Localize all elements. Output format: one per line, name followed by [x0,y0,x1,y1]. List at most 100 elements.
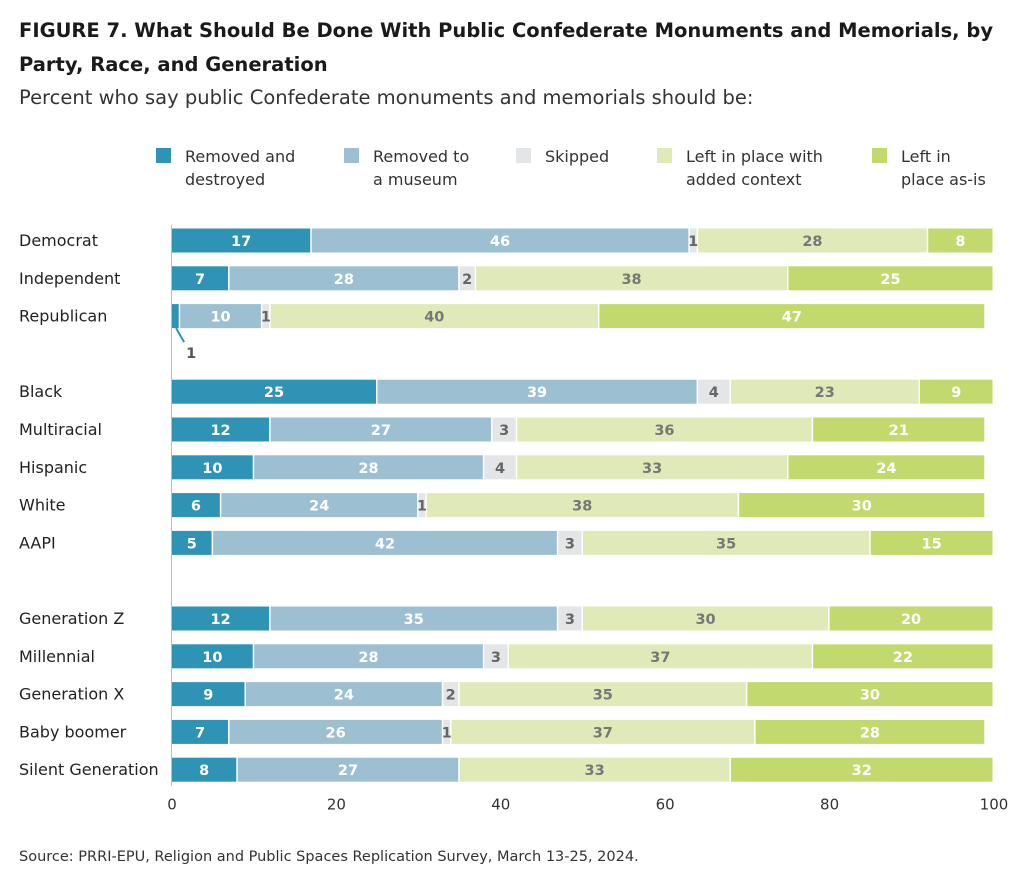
bar-value-label-3-0: 25 [264,385,284,401]
bar-segment-3-1 [377,379,697,404]
legend-swatch-1 [344,148,359,163]
legend-label-3-1: added context [686,170,802,189]
bar-value-label-2-2: 1 [261,310,271,326]
bar-segment-4-4 [813,417,985,442]
bar-segment-7-3 [583,530,870,555]
category-label-7: AAPI [19,533,56,552]
bar-value-label-12-0: 8 [199,763,209,779]
bar-segment-6-4 [739,493,985,518]
category-label-6: White [19,496,66,515]
bar-value-label-8-1: 35 [404,612,424,628]
bar-row-2: 10 1 40 47 1 [172,304,985,362]
bar-segment-10-0 [172,682,245,707]
bar-value-label-3-4: 9 [951,385,961,401]
bar-segment-5-2 [484,455,516,480]
category-labels: Democrat Independent Republican Black Multir… [19,231,159,779]
bar-value-label-9-2: 3 [491,650,501,666]
x-tick-label-4: 80 [820,796,839,814]
bar-segment-0-4 [928,228,993,253]
category-label-12: Silent Generation [19,760,159,779]
bar-segment-1-0 [172,266,229,291]
bar-segment-11-4 [755,719,985,744]
bar-segment-3-2 [698,379,730,404]
bar-segment-6-2 [418,493,426,518]
bar-value-label-2-4: 47 [782,310,802,326]
bar-segment-2-0 [172,304,179,329]
bar-segment-4-1 [270,417,492,442]
bar-value-label-11-3: 37 [593,725,613,741]
bar-value-label-7-2: 3 [565,536,575,552]
bar-segment-5-1 [254,455,483,480]
bar-segment-1-1 [229,266,459,291]
figure-title: FIGURE 7. What Should Be Done With Publi… [19,19,994,76]
bar-segment-10-2 [443,682,459,707]
bar-segment-10-4 [747,682,993,707]
x-tick-label-3: 60 [656,796,675,814]
bar-row-4: 12 27 3 36 21 [172,417,985,442]
bar-segment-7-4 [870,530,993,555]
bar-value-label-10-4: 30 [860,688,880,704]
bar-value-label-1-4: 25 [880,272,900,288]
figure-subtitle: Percent who say public Confederate monum… [19,86,754,109]
bar-value-label-12-3: 33 [584,763,604,779]
bar-segment-9-0 [172,644,253,669]
bar-value-label-5-1: 28 [358,461,378,477]
bar-value-label-4-1: 27 [371,423,391,439]
bar-segment-11-2 [443,719,450,744]
bar-value-label-0-1: 46 [490,234,510,250]
bar-value-label-11-4: 28 [860,725,880,741]
bar-value-label-4-2: 3 [499,423,509,439]
bar-segment-0-0 [172,228,311,253]
bar-row-3: 25 39 4 23 9 [172,379,993,404]
bar-value-label-11-0: 7 [195,725,205,741]
x-tick-label-1: 20 [327,796,346,814]
bar-segment-4-3 [517,417,812,442]
bar-row-5: 10 28 4 33 24 [172,455,985,480]
bar-segment-0-2 [689,228,697,253]
bar-value-label-8-0: 12 [210,612,230,628]
bar-segment-8-3 [583,606,829,631]
bar-segment-1-4 [788,266,993,291]
bar-value-label-8-4: 20 [901,612,921,628]
bar-row-7: 5 42 3 35 15 [172,530,993,555]
bar-value-label-1-3: 38 [621,272,641,288]
bar-segment-3-3 [730,379,919,404]
bar-value-label-10-2: 2 [446,688,456,704]
bar-segment-10-1 [245,682,442,707]
bar-segment-9-3 [509,644,812,669]
bar-segment-6-0 [172,493,220,518]
bar-value-label-8-3: 30 [695,612,715,628]
category-label-9: Millennial [19,647,95,666]
legend-label-4-1: place as-is [901,170,986,189]
bar-segment-12-1 [237,757,459,782]
bar-segment-8-1 [270,606,557,631]
bar-value-label-9-3: 37 [650,650,670,666]
bar-value-label-0-0: 17 [231,234,251,250]
bar-value-label-0-2: 1 [688,234,698,250]
legend-label-1-0: Removed to [373,147,469,166]
bar-value-label-4-3: 36 [654,423,674,439]
bar-segment-9-2 [484,644,508,669]
bar-row-10: 9 24 2 35 30 [172,682,993,707]
bar-value-label-7-0: 5 [187,536,197,552]
legend-swatch-4 [872,148,887,163]
bar-value-label-5-3: 33 [642,461,662,477]
bar-value-label-6-4: 30 [852,499,872,515]
chart-legend: Removed and destroyed Removed to a museum Sk… [156,147,986,189]
bar-value-label-7-3: 35 [716,536,736,552]
bar-value-label-2-1: 10 [210,310,230,326]
bar-value-label-0-3: 28 [802,234,822,250]
legend-label-0-1: destroyed [185,170,265,189]
bar-segment-1-2 [459,266,475,291]
category-label-2: Republican [19,307,107,326]
bar-segment-8-4 [829,606,993,631]
bar-segment-9-4 [813,644,993,669]
x-tick-label-0: 0 [167,796,177,814]
bar-segment-4-0 [172,417,270,442]
bar-segment-4-2 [492,417,516,442]
bar-value-label-9-1: 28 [358,650,378,666]
legend-swatch-0 [156,148,171,163]
category-label-3: Black [19,382,63,401]
legend-swatch-3 [657,148,672,163]
